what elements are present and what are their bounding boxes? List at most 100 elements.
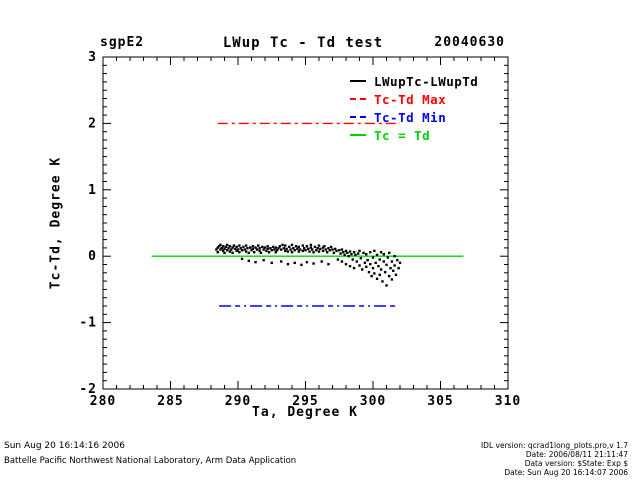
scatter-point [359,256,363,260]
scatter-point [305,245,309,248]
scatter-point [286,250,290,253]
scatter-point [289,248,292,251]
scatter-point [274,251,277,254]
legend-item: Tc-Td Min [350,108,478,126]
scatter-point [363,261,367,265]
scatter-point [309,246,313,249]
scatter-point [288,245,291,249]
plot-generated-timestamp: Sun Aug 20 16:14:16 2006 [4,441,125,451]
scatter-point [290,243,294,247]
scatter-point [388,251,391,255]
scatter-point [388,274,391,278]
scatter-point [346,251,349,255]
scatter-point [228,245,232,248]
scatter-point [361,268,364,271]
page-title: LWup Tc - Td test [222,35,384,51]
scatter-point [244,244,248,247]
scatter-point [340,248,344,251]
scatter-point [362,251,365,255]
scatter-point [242,245,245,249]
scatter-point [327,262,330,266]
scatter-point [382,260,385,263]
legend-label: Tc-Td Min [374,109,447,125]
scatter-point [378,273,381,276]
scatter-point [226,249,229,252]
scatter-point [383,270,387,274]
y-tick-label: -1 [79,316,97,331]
scatter-point [355,260,358,263]
run-date-line: Date: Sun Aug 20 16:14:07 2006 [504,468,628,477]
scatter-point [232,244,236,247]
scatter-point [358,249,361,253]
scatter-point [254,260,257,264]
scatter-point [305,260,309,264]
x-tick-label: 280 [90,394,116,409]
scatter-point [217,245,221,248]
scatter-point [373,272,376,275]
x-tick-label: 310 [495,394,521,409]
scatter-point [375,253,379,257]
scatter-point [324,248,327,251]
x-tick-label: 295 [292,394,318,409]
scatter-point [219,248,222,251]
scatter-point [258,247,261,250]
y-tick-label: 3 [88,50,97,65]
scatter-point [328,249,331,252]
scatter-point [235,245,238,249]
scatter-point [390,278,394,281]
scatter-point [312,251,315,254]
scatter-point [315,249,318,252]
scatter-point [378,258,381,261]
scatter-point [234,247,237,251]
scatter-point [284,244,287,247]
scatter-point [373,249,376,253]
scatter-point [262,258,265,262]
legend-item: Tc = Td [350,126,478,144]
scatter-point [381,280,384,283]
scatter-point [259,251,263,255]
scatter-point [297,250,300,253]
scatter-point [374,261,377,265]
scatter-point [254,246,257,249]
scatter-point [351,258,354,261]
scatter-point [334,247,337,251]
scatter-point [301,244,304,247]
idl-version-line: IDL version: qcrad1long_plots.pro,v 1.7 [480,441,628,450]
scatter-point [223,251,226,255]
scatter-point [293,249,296,252]
y-tick-label: 1 [88,183,97,198]
scatter-point [263,246,267,249]
scatter-point [396,258,399,262]
scatter-point [265,249,268,253]
scatter-point [255,248,259,251]
scatter-point [240,257,244,261]
x-tick-label: 305 [427,394,453,409]
scatter-point [379,251,383,254]
scatter-point [327,247,330,250]
scatter-point [271,245,275,249]
scatter-point [317,250,321,253]
idl-version-block: IDL version: qcrad1long_plots.pro,v 1.7 … [481,441,628,477]
scatter-point [286,262,290,266]
scatter-point [347,255,350,258]
scatter-point [352,251,356,254]
scatter-point [398,261,402,265]
scatter-point [244,250,248,253]
legend-item: Tc-Td Max [350,90,478,108]
scatter-point [219,243,222,247]
scatter-point [308,250,311,253]
scatter-point [352,266,356,270]
scatter-point [325,251,329,254]
scatter-point [224,245,228,249]
scatter-point [313,245,317,249]
scatter-point [246,247,249,250]
scatter-point [298,248,302,251]
scatter-point [331,248,334,251]
scatter-point [280,260,283,263]
scatter-point [273,248,276,251]
scatter-point [389,266,392,270]
scatter-point [369,251,372,254]
scatter-point [344,249,348,253]
scatter-point [261,245,264,249]
scatter-point [278,245,282,248]
